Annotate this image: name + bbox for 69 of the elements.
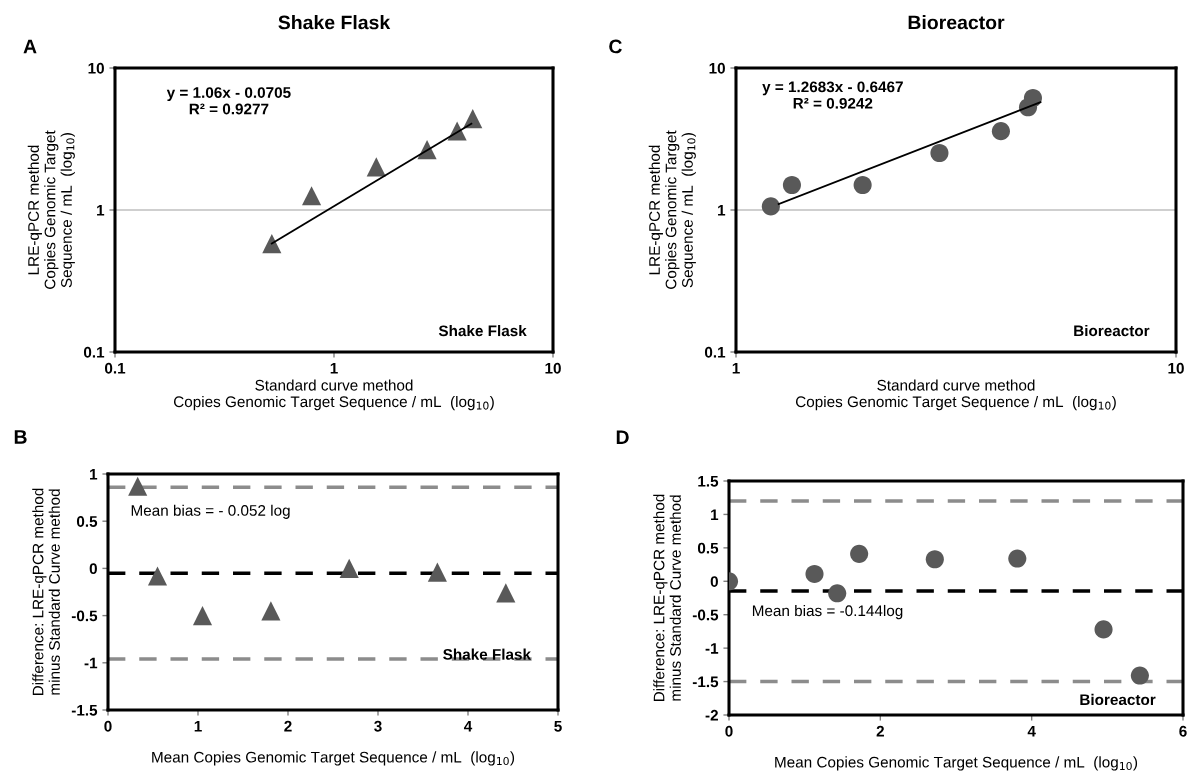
y-tick-label: -1 [705, 643, 719, 654]
point [1008, 549, 1027, 568]
y-tick-label: -1 [84, 657, 98, 669]
y-axis-title: LRE-qPCR method Copies Genomic Target Sequence / mL (log$_{10}$) [27, 130, 75, 289]
x-tick-label: 4 [1027, 725, 1036, 737]
x-tick-label: 1 [194, 720, 202, 732]
x-axis-title: Mean Copies Genomic Target Sequence / mL (log$_{10}$) [775, 756, 1138, 771]
x-tick-label: 1 [330, 362, 338, 374]
x-axis-title: Mean Copies Genomic Target Sequence / mL (log$_{10}$) [152, 751, 515, 766]
x-tick-label: 3 [374, 720, 382, 732]
point [850, 544, 869, 563]
y-tick-label: -0.5 [71, 610, 98, 622]
point [427, 562, 447, 582]
y-tick-label: 1 [718, 205, 726, 216]
text: A [23, 39, 37, 54]
ref-line-label: Mean bias = - 0.052 log [131, 504, 290, 519]
y-axis-title: Difference: LRE-qPCR method minus Standard Curve method [653, 494, 681, 702]
y-axis-title: Difference: LRE-qPCR method minus Standard Curve method [32, 488, 60, 696]
point [805, 564, 824, 583]
y-tick-label: 0 [710, 576, 718, 587]
text: D [616, 430, 629, 444]
x-tick-label: 10 [545, 362, 561, 374]
x-tick-label: 5 [554, 720, 562, 732]
point [1130, 666, 1149, 685]
x-axis-title: Standard curve method Copies Genomic Target Sequence / mL (log$_{10}$) [173, 379, 494, 411]
y-axis-title: LRE-qPCR method Copies Genomic Target Sequence / mL (log$_{10}$) [648, 130, 696, 289]
point [925, 550, 944, 569]
x-tick-label: 10 [1168, 362, 1184, 374]
y-tick-label: 0 [89, 563, 97, 575]
y-tick-label: 10 [88, 62, 104, 74]
y-tick-label: -0.5 [692, 609, 719, 621]
text: C [609, 39, 622, 54]
x-tick-label: 4 [463, 720, 473, 732]
point [147, 566, 168, 586]
annotation: y = 1.06x - 0.0705 R² = 0.9277 [166, 87, 291, 115]
point [261, 601, 281, 621]
x-tick-label: 1 [732, 362, 740, 374]
annotation: Bioreactor [1074, 325, 1150, 337]
ref-line-label: Mean bias = -0.144log [752, 604, 903, 620]
annotation: Bioreactor [1080, 693, 1156, 706]
y-tick-label: -1.5 [692, 676, 719, 688]
annotation: y = 1.2683x - 0.6467 R² = 0.9242 [762, 81, 903, 109]
y-tick-label: 0.1 [83, 346, 105, 358]
chart-title: Bioreactor [908, 15, 1005, 30]
x-tick-label: 0.1 [104, 362, 126, 374]
y-tick-label: 1 [97, 205, 105, 216]
point [192, 606, 213, 626]
y-tick-label: 0.1 [704, 346, 726, 358]
chart-title: Shake Flask [278, 15, 391, 30]
point [1094, 620, 1113, 639]
y-tick-label: -1.5 [71, 705, 98, 716]
point [828, 584, 847, 603]
annotation: Shake Flask [438, 325, 527, 337]
y-tick-label: -2 [705, 709, 718, 721]
y-tick-label: 1 [90, 469, 98, 480]
y-tick-label: 1.5 [698, 476, 719, 487]
annotation: Shake Flask [443, 648, 532, 660]
y-tick-label: 10 [709, 62, 725, 74]
point [339, 558, 359, 578]
x-tick-label: 2 [876, 725, 884, 737]
y-tick-label: 1 [711, 509, 719, 520]
x-tick-label: 2 [284, 720, 292, 732]
y-tick-label: 0.5 [76, 516, 98, 527]
point [496, 583, 516, 603]
text: B [14, 430, 27, 444]
x-tick-label: 6 [1179, 725, 1187, 737]
x-axis-title: Standard curve method Copies Genomic Target Sequence / mL (log$_{10}$) [795, 379, 1116, 411]
point [128, 476, 148, 496]
y-tick-label: 0.5 [697, 542, 719, 554]
